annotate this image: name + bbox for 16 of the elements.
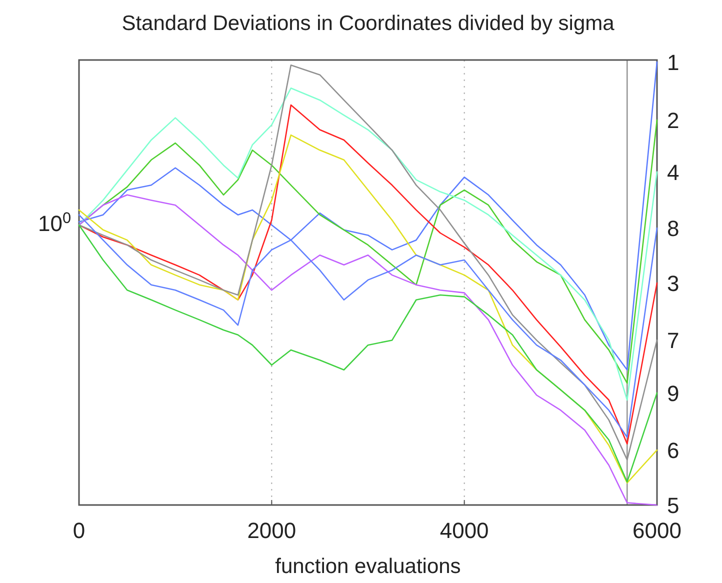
series-label: 4 <box>667 160 680 185</box>
x-tick-label: 0 <box>72 518 86 543</box>
text: 10$^{0}$ <box>38 210 71 236</box>
series-label: 9 <box>667 380 680 406</box>
series-label: 2 <box>667 108 680 134</box>
series-label: 5 <box>667 493 680 518</box>
series-label: 1 <box>667 50 680 75</box>
chart-title: Standard Deviations in Coordinates divided by sigma <box>122 12 615 35</box>
series-label: 6 <box>667 438 680 464</box>
series-label: 3 <box>667 271 680 296</box>
x-tick-label: 2000 <box>247 518 296 543</box>
x-tick-label: 6000 <box>632 518 682 543</box>
series-label: 7 <box>667 328 680 354</box>
x-tick-label: 4000 <box>440 518 489 543</box>
series-label: 8 <box>667 216 680 242</box>
x-axis-title: function evaluations <box>275 555 461 578</box>
